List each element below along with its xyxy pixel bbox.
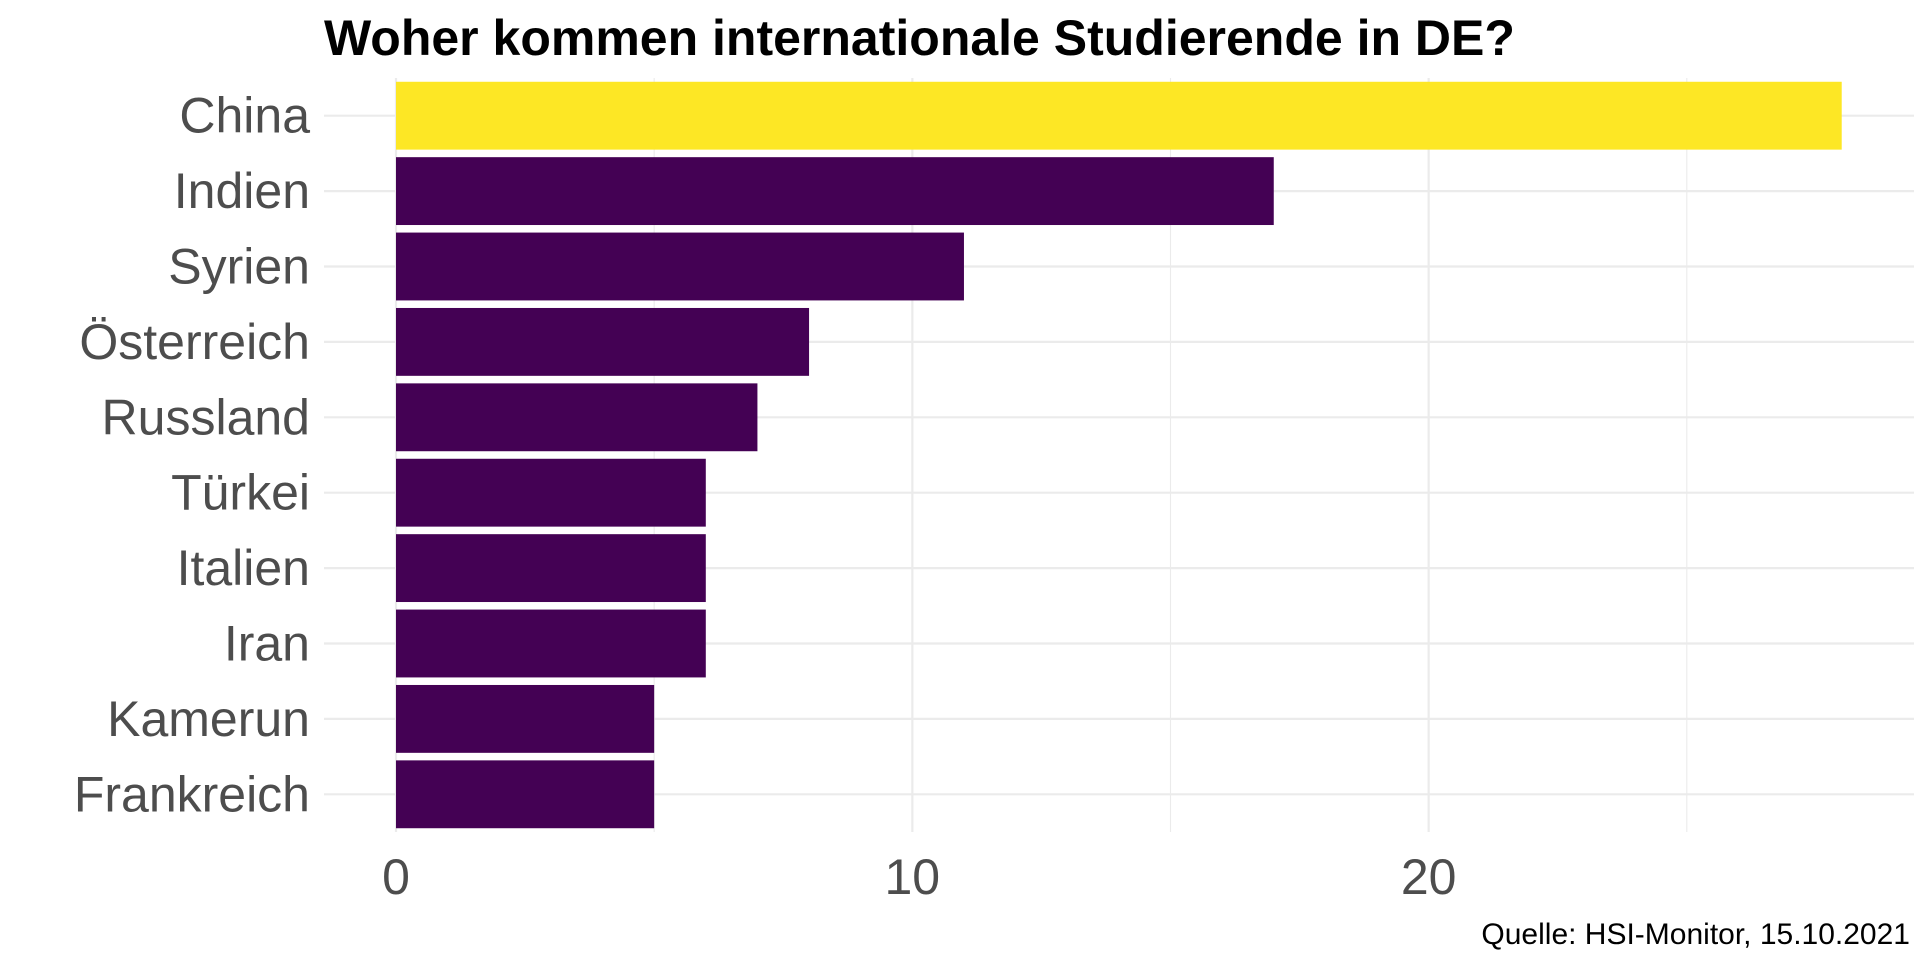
x-tick-label-1: 10 (885, 849, 941, 905)
bar-9 (396, 760, 655, 829)
bar-7 (396, 609, 706, 678)
category-label-6: Italien (177, 540, 310, 596)
bar-8 (396, 684, 655, 753)
category-label-8: Kamerun (107, 691, 310, 747)
bar-2 (396, 232, 964, 301)
category-label-5: Türkei (171, 465, 310, 521)
bar-1 (396, 157, 1274, 226)
bars (396, 81, 1842, 829)
category-label-1: Indien (174, 163, 310, 219)
category-label-0: China (179, 88, 310, 144)
bar-0 (396, 81, 1842, 150)
category-label-7: Iran (224, 616, 310, 672)
x-tick-label-0: 0 (382, 849, 410, 905)
category-label-2: Syrien (168, 239, 310, 295)
bar-4 (396, 383, 758, 452)
x-axis-tick-labels: 0 10 20 (382, 849, 1456, 905)
x-tick-label-2: 20 (1401, 849, 1457, 905)
category-label-9: Frankreich (74, 766, 310, 822)
category-label-3: Österreich (79, 314, 310, 370)
bar-6 (396, 534, 706, 603)
category-labels: China Indien Syrien Österreich Russland Türke… (74, 88, 310, 823)
chart-title: Woher kommen internationale Studierende … (324, 10, 1515, 66)
source-caption: Quelle: HSI-Monitor, 15.10.2021 (1481, 918, 1910, 951)
category-label-4: Russland (102, 389, 310, 445)
bar-5 (396, 458, 706, 527)
bar-3 (396, 307, 810, 376)
